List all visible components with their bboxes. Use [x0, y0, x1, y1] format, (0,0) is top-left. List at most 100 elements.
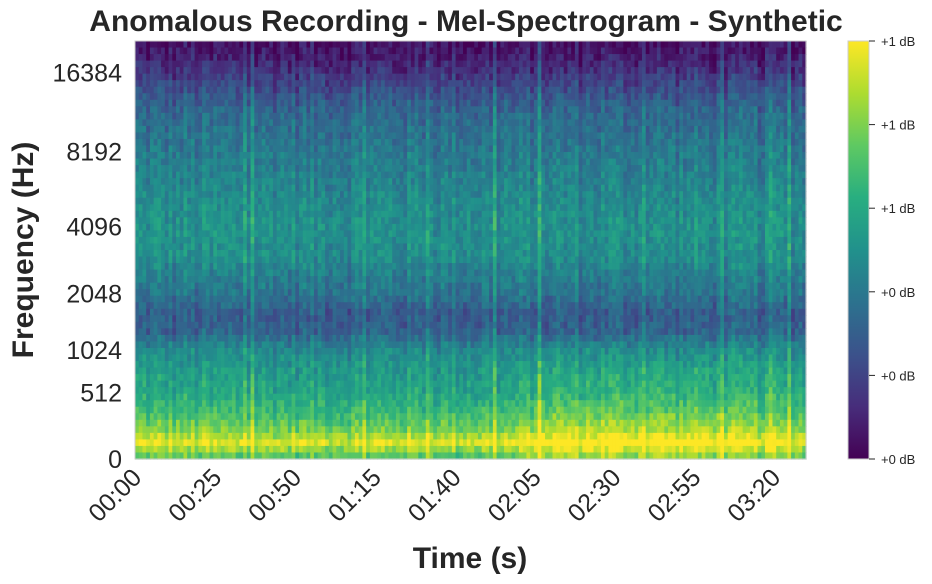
heatmap-cell: [377, 125, 382, 134]
heatmap-cell: [630, 112, 636, 120]
heatmap-cell: [395, 80, 401, 88]
heatmap-cell: [776, 93, 781, 101]
heatmap-cell: [362, 191, 367, 199]
heatmap-cell: [723, 73, 729, 81]
heatmap-cell: [254, 184, 259, 192]
heatmap-cell: [403, 67, 408, 75]
heatmap-cell: [477, 54, 483, 62]
heatmap-cell: [530, 217, 535, 225]
heatmap-cell: [418, 171, 423, 179]
heatmap-cell: [440, 41, 446, 49]
heatmap-cell: [198, 145, 203, 153]
heatmap-cell: [563, 99, 569, 107]
heatmap-cell: [343, 125, 349, 134]
heatmap-cell: [190, 106, 196, 114]
heatmap-cell: [250, 145, 255, 153]
heatmap-cell: [656, 67, 662, 75]
heatmap-cell: [258, 152, 263, 160]
heatmap-cell: [354, 112, 360, 120]
heatmap-cell: [354, 54, 360, 62]
heatmap-cell: [604, 112, 610, 120]
heatmap-cell: [496, 99, 501, 107]
heatmap-cell: [369, 80, 375, 88]
heatmap-cell: [291, 191, 296, 199]
heatmap-cell: [183, 197, 188, 205]
heatmap-cell: [526, 165, 531, 173]
heatmap-cell: [373, 204, 378, 212]
heatmap-cell: [489, 86, 494, 94]
heatmap-cell: [146, 60, 151, 68]
heatmap-cell: [571, 60, 576, 68]
heatmap-cell: [429, 106, 434, 114]
heatmap-cell: [634, 152, 639, 160]
heatmap-cell: [149, 47, 155, 55]
heatmap-cell: [496, 119, 501, 127]
heatmap-cell: [295, 158, 300, 166]
heatmap-cell: [377, 73, 382, 81]
heatmap-cell: [269, 67, 274, 75]
heatmap-cell: [638, 132, 643, 140]
heatmap-cell: [224, 171, 229, 179]
heatmap-cell: [135, 80, 140, 88]
heatmap-cell: [563, 73, 569, 81]
heatmap-cell: [246, 152, 252, 160]
heatmap-cell: [634, 60, 639, 68]
heatmap-cell: [470, 165, 475, 173]
heatmap-cell: [634, 73, 639, 81]
heatmap-cell: [235, 132, 240, 140]
heatmap-cell: [302, 60, 308, 68]
heatmap-cell: [433, 197, 438, 205]
heatmap-cell: [373, 60, 378, 68]
heatmap-cell: [701, 119, 706, 127]
heatmap-cell: [276, 191, 281, 199]
heatmap-cell: [403, 217, 408, 225]
heatmap-cell: [146, 217, 151, 225]
heatmap-cell: [593, 99, 598, 107]
heatmap-cell: [299, 178, 304, 186]
heatmap-cell: [791, 41, 796, 49]
heatmap-cell: [701, 80, 706, 88]
heatmap-cell: [627, 80, 632, 88]
heatmap-cell: [176, 86, 181, 94]
heatmap-cell: [504, 197, 509, 205]
heatmap-cell: [265, 125, 270, 134]
heatmap-cell: [463, 86, 468, 94]
heatmap-cell: [295, 217, 300, 225]
heatmap-cell: [511, 158, 516, 166]
heatmap-cell: [157, 125, 162, 134]
heatmap-cell: [634, 138, 639, 147]
heatmap-cell: [686, 119, 692, 127]
heatmap-cell: [295, 171, 300, 179]
heatmap-cell: [593, 119, 598, 127]
heatmap-cell: [190, 67, 196, 75]
heatmap-cell: [664, 99, 669, 107]
heatmap-cell: [470, 93, 475, 101]
heatmap-cell: [261, 210, 267, 218]
heatmap-cell: [444, 184, 449, 192]
heatmap-cell: [735, 60, 740, 68]
heatmap-cell: [474, 93, 479, 101]
heatmap-cell: [578, 152, 583, 160]
heatmap-cell: [228, 204, 233, 212]
heatmap-cell: [716, 210, 721, 218]
heatmap-cell: [231, 73, 237, 81]
heatmap-cell: [776, 197, 781, 205]
heatmap-cell: [254, 73, 259, 81]
heatmap-cell: [582, 60, 587, 68]
heatmap-cell: [243, 184, 248, 192]
heatmap-cell: [761, 152, 766, 160]
heatmap-cell: [243, 106, 248, 114]
heatmap-cell: [317, 178, 322, 186]
heatmap-cell: [455, 47, 460, 55]
heatmap-cell: [723, 112, 729, 120]
heatmap-cell: [727, 204, 733, 212]
heatmap-cell: [463, 47, 468, 55]
heatmap-cell: [712, 125, 718, 134]
heatmap-cell: [444, 125, 449, 134]
heatmap-cell: [798, 210, 803, 218]
heatmap-cell: [194, 47, 199, 55]
heatmap-cell: [787, 60, 792, 68]
heatmap-cell: [753, 184, 759, 192]
heatmap-cell: [239, 119, 244, 127]
heatmap-cell: [436, 191, 442, 199]
